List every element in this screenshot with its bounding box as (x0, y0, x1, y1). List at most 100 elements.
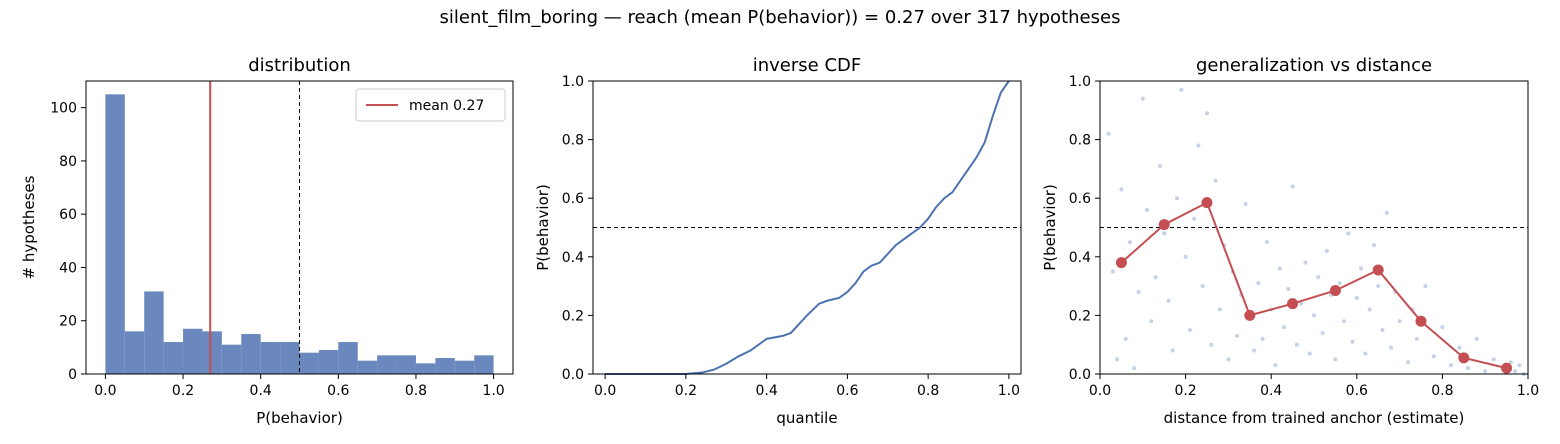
scatter-point (1367, 307, 1372, 312)
x-tick-label: 0.8 (405, 383, 427, 399)
histogram-bar (454, 360, 475, 374)
scatter-point (1517, 363, 1522, 368)
panel-title: inverse CDF (753, 55, 862, 76)
x-tick-label: 0.8 (1431, 383, 1453, 399)
scatter-point (1371, 243, 1376, 248)
y-tick-label: 0.2 (562, 308, 584, 324)
y-tick-label: 0.8 (1069, 133, 1091, 149)
x-tick-label: 0.6 (1346, 383, 1368, 399)
scatter-point (1127, 240, 1132, 245)
scatter-point (1290, 184, 1295, 189)
x-tick-label: 0.0 (94, 383, 116, 399)
scatter-point (1380, 328, 1385, 333)
scatter-point (1406, 360, 1411, 365)
scatter-point (1209, 342, 1214, 347)
inverse-cdf-line (605, 80, 1010, 375)
histogram-bar (144, 291, 164, 374)
scatter-point (1166, 298, 1171, 303)
scatter-point (1119, 187, 1124, 192)
scatter-point (1397, 319, 1402, 324)
scatter-point (1192, 216, 1197, 221)
x-tick-label: 0.6 (327, 383, 349, 399)
scatter-point (1346, 231, 1351, 236)
scatter-point (1431, 354, 1436, 359)
x-tick-label: 0.2 (675, 383, 697, 399)
scatter-point (1376, 284, 1381, 289)
y-tick-label: 0.4 (562, 250, 584, 266)
scatter-point (1312, 313, 1316, 318)
scatter-point (1132, 366, 1137, 371)
y-tick-label: 0 (68, 367, 77, 383)
histogram-bar (435, 358, 455, 374)
scatter-point (1277, 266, 1282, 271)
scatter-point (1316, 275, 1321, 280)
scatter-point (1256, 281, 1261, 286)
x-tick-label: 0.2 (1174, 383, 1196, 399)
scatter-point (1423, 284, 1428, 289)
y-tick-label: 40 (59, 260, 77, 276)
scatter-point (1513, 369, 1518, 374)
x-tick-label: 0.6 (836, 383, 858, 399)
binned-mean-line (1120, 201, 1507, 370)
y-tick-label: 0.0 (562, 367, 584, 383)
figure-suptitle: silent_film_boring — reach (mean P(behav… (440, 7, 1121, 28)
panel-title: generalization vs distance (1196, 55, 1432, 76)
scatter-point (1175, 196, 1180, 201)
scatter-point (1264, 240, 1269, 245)
scatter-point (1466, 366, 1471, 371)
scatter-point (1320, 330, 1325, 335)
histogram-bar (415, 363, 436, 374)
scatter-point (1363, 351, 1368, 356)
histogram-bar (260, 342, 281, 374)
generalization-panel: 0.0 0.2 0.4 0.6 0.8 1.0 0.0 0.2 0.4 0.6 0.8 1.0 gene… (1041, 55, 1539, 427)
scatter-point (1110, 269, 1115, 274)
binned-mean-marker (1158, 219, 1170, 231)
scatter-point (1149, 319, 1154, 324)
scatter-point (1260, 336, 1265, 341)
scatter-point (1170, 348, 1175, 353)
y-tick-label: 0.6 (562, 191, 584, 207)
legend-label: mean 0.27 (409, 98, 484, 114)
y-tick-label: 0.2 (1069, 308, 1091, 324)
plot-frame (85, 80, 514, 375)
scatter-point (1333, 357, 1338, 362)
y-axis-label: P(behavior) (1041, 184, 1059, 271)
histogram-bar (183, 328, 203, 374)
scatter-point (1307, 351, 1312, 356)
scatter-point (1153, 275, 1158, 280)
scatter-point (1440, 325, 1445, 330)
histogram-bar (202, 331, 222, 374)
scatter-point (1136, 289, 1141, 294)
scatter-point (1145, 207, 1150, 212)
scatter-point (1179, 87, 1184, 92)
scatter-point (1196, 143, 1201, 148)
x-axis-label: distance from trained anchor (estimate) (1164, 409, 1465, 427)
histogram-bar (318, 350, 339, 374)
scatter-point (1200, 284, 1205, 289)
y-tick-label: 60 (59, 207, 77, 223)
distribution-panel: mean 0.27 0.0 0.2 0.4 0.6 0.8 1.0 0 20 40 60 80 100 d… (20, 55, 514, 427)
scatter-point (1273, 363, 1278, 368)
scatter-point (1448, 363, 1453, 368)
inverse-cdf-panel: 0.0 0.2 0.4 0.6 0.8 1.0 0.0 0.2 0.4 0.6 0.8 1.0 inve… (534, 55, 1022, 427)
y-axis-label: # hypotheses (20, 175, 38, 279)
plot-frame (1099, 80, 1529, 375)
binned-mean-marker (1329, 284, 1341, 296)
binned-mean-marker (1115, 257, 1127, 269)
binned-mean-marker (1244, 309, 1256, 321)
x-axis-label: quantile (776, 409, 837, 427)
y-tick-label: 0.0 (1069, 367, 1091, 383)
scatter-point (1282, 325, 1287, 330)
scatter-points (1106, 87, 1526, 376)
scatter-point (1115, 357, 1120, 362)
scatter-point (1337, 281, 1342, 286)
scatter-point (1243, 202, 1248, 207)
legend: mean 0.27 (355, 88, 506, 122)
binned-mean-marker (1201, 197, 1213, 209)
scatter-point (1414, 336, 1419, 341)
histogram-bar (163, 342, 184, 374)
scatter-point (1299, 301, 1304, 306)
scatter-point (1350, 339, 1355, 344)
plot-frame (592, 80, 1022, 375)
